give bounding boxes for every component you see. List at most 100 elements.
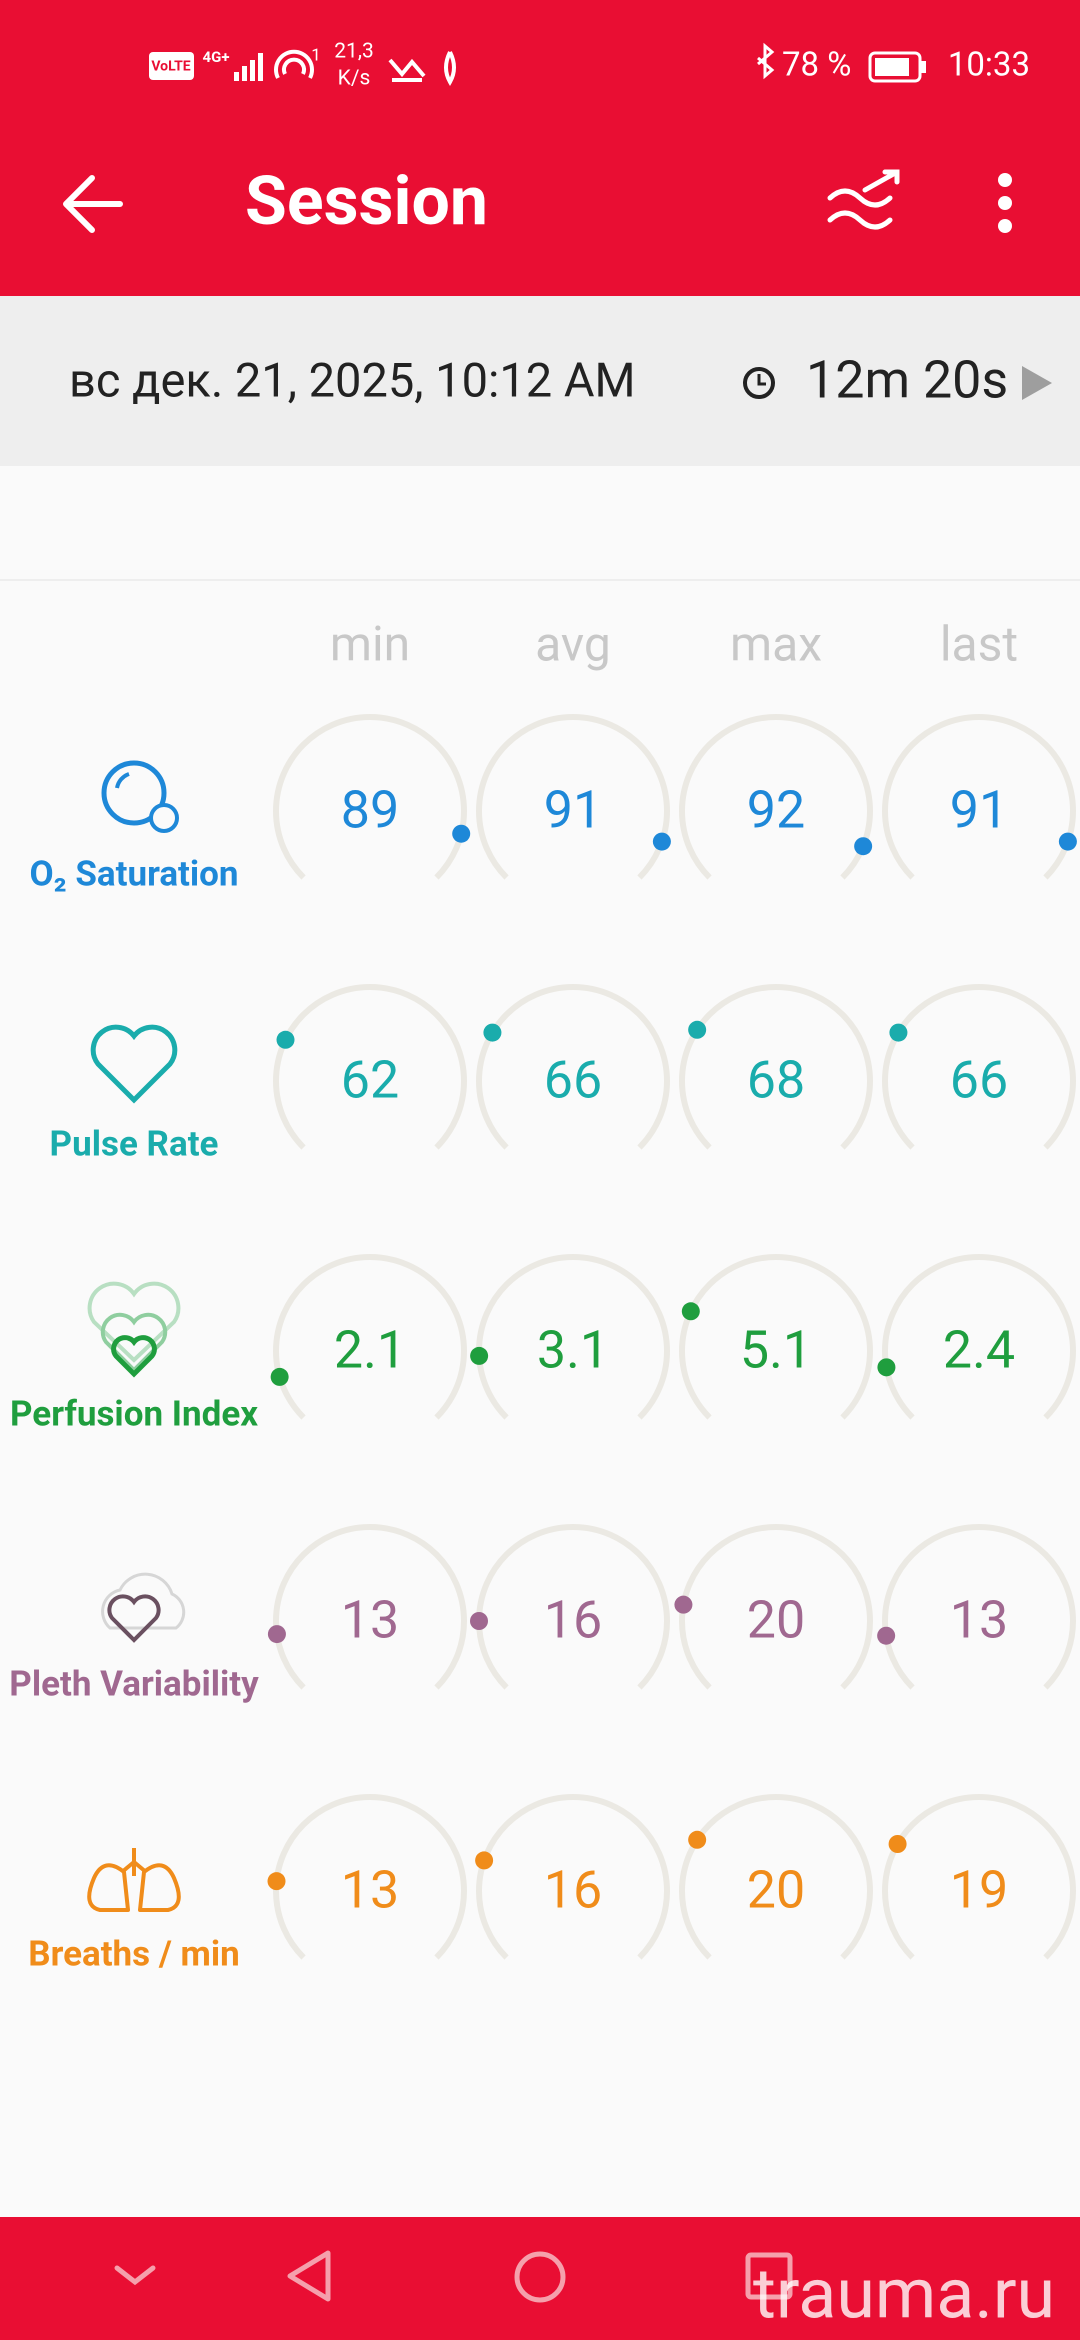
speed: 21,3: [334, 40, 374, 64]
wifi-index: 1: [311, 45, 321, 65]
dial-dot: [1058, 832, 1077, 851]
volte-box: [149, 52, 194, 80]
dial-dot: [889, 1023, 908, 1042]
play-button[interactable]: [1022, 366, 1052, 400]
dial-dot: [470, 1346, 489, 1365]
dial-track: [679, 714, 873, 880]
dial-track: [882, 714, 1076, 880]
dial-track: [273, 714, 467, 880]
dial-dot: [688, 1830, 707, 1849]
row-label: O₂ Saturation: [29, 853, 238, 894]
app-title: Session: [245, 161, 488, 241]
value: 16: [544, 1860, 602, 1921]
session-header: [0, 296, 1080, 466]
clock-icon: [743, 367, 775, 399]
column-header: avg: [535, 616, 611, 673]
dial-dot: [652, 832, 671, 851]
value: 91: [950, 780, 1008, 841]
value: 19: [950, 1860, 1008, 1921]
dial-dot: [854, 837, 873, 856]
dial-dot: [877, 1626, 896, 1645]
dial-dot: [681, 1302, 700, 1321]
dial-dot: [267, 1872, 286, 1891]
value: 89: [341, 780, 399, 841]
volte: VoLTE: [151, 59, 190, 75]
value: 91: [544, 780, 602, 841]
trends-button[interactable]: [827, 169, 900, 230]
dial-track: [679, 984, 873, 1150]
dial-track: [476, 984, 670, 1150]
value: 66: [950, 1050, 1008, 1111]
app-bar: [0, 0, 1080, 296]
icon: [87, 1281, 181, 1363]
dial-track: [476, 714, 670, 880]
dial-dot: [674, 1595, 693, 1614]
dial-track: [273, 1794, 467, 1960]
nav-recent[interactable]: [745, 2252, 793, 2300]
dial-dot: [470, 1612, 488, 1630]
icon: [101, 1572, 186, 1630]
value: 13: [950, 1590, 1008, 1651]
dial-dot: [475, 1851, 494, 1870]
session-date: вс дек. 21, 2025, 10:12 AM: [69, 353, 636, 408]
nav-hide[interactable]: [114, 2265, 156, 2286]
speed-unit: K/s: [338, 67, 371, 91]
value: 20: [747, 1860, 805, 1921]
stats-grid: min avg max last O₂ Saturation 89 91 92 91 Pulse …: [9, 616, 1077, 1974]
network: 4G+: [202, 48, 229, 66]
dial-track: [476, 1794, 670, 1960]
value: 20: [747, 1590, 805, 1651]
dial-dot: [270, 1367, 289, 1386]
value: 92: [747, 780, 805, 841]
nav-home[interactable]: [514, 2251, 566, 2303]
dial-dot: [267, 1625, 286, 1644]
value: 13: [341, 1590, 399, 1651]
icon: [107, 1594, 161, 1643]
icon: [111, 1335, 157, 1378]
signal-icon: [234, 53, 263, 81]
value: 16: [544, 1590, 602, 1651]
value: 5.1: [740, 1320, 812, 1381]
value: 66: [544, 1050, 602, 1111]
value: 2.4: [943, 1320, 1015, 1381]
back-button[interactable]: [63, 175, 123, 233]
dial-dot: [452, 824, 471, 843]
nav-back[interactable]: [287, 2250, 331, 2302]
wifi-icon: [274, 49, 314, 79]
clock: 10:33: [948, 46, 1030, 85]
icon: [90, 1024, 178, 1104]
dial-track: [273, 1254, 467, 1420]
dial-track: [882, 1524, 1076, 1690]
dial-dot: [276, 1030, 295, 1049]
row-label: Breaths / min: [28, 1933, 239, 1974]
bluetooth-icon: [757, 42, 775, 80]
dial-track: [679, 1794, 873, 1960]
value: 3.1: [537, 1320, 609, 1381]
row-label: Pleth Variability: [9, 1663, 259, 1704]
app-icon: [444, 51, 456, 87]
value: 62: [341, 1050, 399, 1111]
clock-hands: [757, 374, 766, 386]
dial-track: [679, 1254, 873, 1420]
icon: [87, 1848, 181, 1912]
dial-dot: [483, 1023, 502, 1042]
dial-track: [882, 1254, 1076, 1420]
dial-dot: [888, 1835, 907, 1853]
dial-dot: [688, 1020, 707, 1039]
dial-track: [882, 984, 1076, 1150]
row-label: Perfusion Index: [10, 1393, 258, 1434]
icon: [115, 772, 130, 789]
icon: [100, 1312, 168, 1373]
battery-percent: 78 %: [782, 46, 851, 85]
icon: [149, 803, 179, 833]
battery-icon: [868, 51, 922, 83]
icon: [101, 760, 167, 826]
menu-button[interactable]: [998, 173, 1012, 233]
call-icon: [388, 58, 426, 82]
column-header: last: [940, 616, 1018, 673]
column-header: min: [330, 616, 410, 673]
battery-tip: [921, 61, 926, 73]
dial-track: [679, 1524, 873, 1690]
session-duration: 12m 20s: [806, 350, 1008, 411]
